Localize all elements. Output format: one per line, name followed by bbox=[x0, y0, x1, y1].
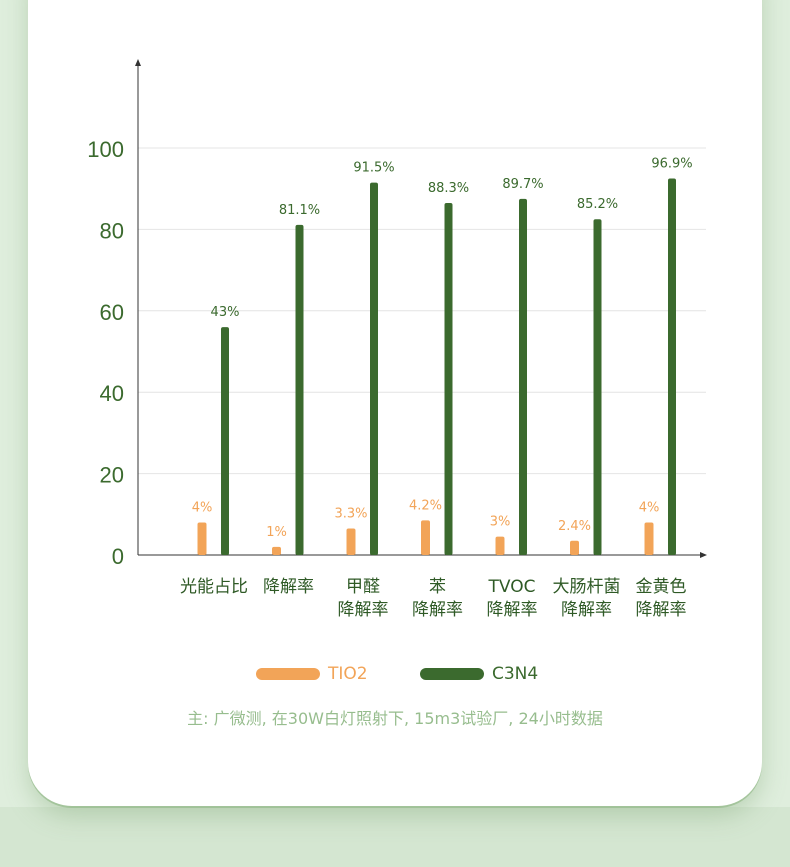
data-label: 3% bbox=[490, 515, 511, 530]
data-label: 1% bbox=[266, 525, 287, 540]
data-label: 4% bbox=[639, 500, 660, 515]
bar-tio2 bbox=[644, 522, 654, 555]
background-stripe bbox=[0, 807, 790, 867]
x-category-label-line: 降解率 bbox=[263, 577, 314, 597]
bar-chart: 0 20 40 60 80 100 4% 1% 3.3% 4.2% 3% 2.4% 4% 43% 81.1%… bbox=[87, 59, 707, 569]
bar-tio2 bbox=[272, 546, 281, 555]
bar-c3n4 bbox=[295, 224, 304, 555]
data-label: 4.2% bbox=[409, 498, 442, 513]
bar-c3n4 bbox=[370, 182, 378, 555]
x-category-label-line: 甲醛 bbox=[346, 577, 380, 597]
bar-tio2 bbox=[495, 536, 505, 555]
y-tick-label: 0 bbox=[112, 544, 124, 569]
y-tick-label: 80 bbox=[100, 218, 124, 243]
bar-c3n4 bbox=[221, 327, 229, 555]
legend-swatch-tio2 bbox=[256, 668, 320, 680]
x-category-label-line: 降解率 bbox=[561, 600, 612, 620]
y-tick-label: 40 bbox=[100, 381, 124, 406]
data-label: 89.7% bbox=[502, 177, 543, 192]
x-category-label: 光能占比 bbox=[169, 576, 259, 599]
x-category-label: 苯降解率 bbox=[393, 576, 483, 622]
x-category-label: 金黄色 降解率 bbox=[616, 576, 706, 622]
bar-c3n4 bbox=[668, 178, 676, 555]
legend-item-c3n4: C3N4 bbox=[420, 664, 538, 684]
x-category-label-line: 光能占比 bbox=[180, 577, 248, 597]
legend: TIO2 C3N4 bbox=[0, 664, 790, 690]
x-category-label-line: 大肠杆菌 bbox=[552, 577, 621, 597]
x-category-label-line: 降解率 bbox=[635, 600, 687, 620]
bar-c3n4 bbox=[593, 219, 602, 555]
y-tick-label: 100 bbox=[87, 137, 124, 162]
bar-tio2 bbox=[421, 520, 430, 555]
x-category-label-line: 降解率 bbox=[486, 600, 538, 620]
x-category-label-line: 金黄色 bbox=[635, 577, 687, 597]
data-label: 85.2% bbox=[577, 197, 618, 212]
x-category-label: 大肠杆菌 降解率 bbox=[542, 576, 632, 622]
bar-c3n4 bbox=[519, 198, 527, 555]
x-category-label-line: 苯 bbox=[429, 577, 446, 597]
x-category-label: TVOC 降解率 bbox=[467, 576, 557, 622]
x-category-label: 降解率 bbox=[244, 576, 334, 599]
data-label: 3.3% bbox=[334, 507, 367, 522]
bar-tio2 bbox=[570, 540, 579, 555]
data-label: 2.4% bbox=[558, 519, 591, 534]
data-label: 43% bbox=[211, 305, 240, 320]
data-label: 4% bbox=[192, 500, 213, 515]
bar-c3n4 bbox=[444, 202, 453, 555]
bar-tio2 bbox=[346, 528, 356, 555]
legend-label-tio2: TIO2 bbox=[328, 664, 368, 684]
chart-card bbox=[28, 0, 762, 806]
x-axis-arrow bbox=[700, 552, 707, 558]
x-category-label-line: TVOC bbox=[488, 577, 536, 597]
footnote: 主: 广微测, 在30W白灯照射下, 15m3试验厂, 24小时数据 bbox=[187, 709, 603, 728]
y-tick-label: 60 bbox=[100, 300, 124, 325]
y-axis-arrow bbox=[135, 59, 141, 66]
x-category-label-line: 降解率 bbox=[337, 600, 389, 620]
legend-label-c3n4: C3N4 bbox=[492, 664, 539, 684]
x-category-label-line: 降解率 bbox=[412, 600, 463, 620]
data-label: 88.3% bbox=[428, 181, 469, 196]
x-category-label: 甲醛 降解率 bbox=[318, 576, 408, 622]
legend-swatch-c3n4 bbox=[420, 668, 484, 680]
data-label: 81.1% bbox=[279, 203, 320, 218]
y-tick-label: 20 bbox=[100, 463, 124, 488]
bar-tio2 bbox=[197, 522, 207, 555]
data-label: 96.9% bbox=[651, 157, 692, 172]
legend-item-tio2: TIO2 bbox=[256, 664, 368, 684]
data-label: 91.5% bbox=[353, 161, 394, 176]
